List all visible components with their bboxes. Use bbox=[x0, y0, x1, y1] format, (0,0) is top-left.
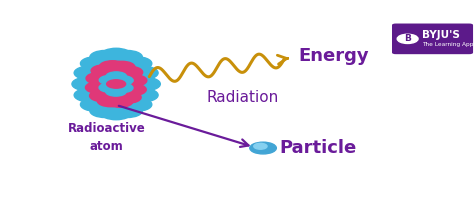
Circle shape bbox=[106, 96, 133, 107]
Circle shape bbox=[121, 57, 152, 70]
Circle shape bbox=[74, 88, 104, 102]
Circle shape bbox=[116, 66, 143, 78]
Circle shape bbox=[120, 75, 147, 86]
Circle shape bbox=[99, 75, 120, 85]
Circle shape bbox=[106, 72, 127, 81]
Text: BYJU'S: BYJU'S bbox=[422, 30, 460, 40]
Circle shape bbox=[119, 84, 146, 96]
Circle shape bbox=[115, 91, 141, 103]
Circle shape bbox=[128, 66, 158, 80]
Circle shape bbox=[85, 82, 112, 93]
Circle shape bbox=[72, 77, 102, 91]
Circle shape bbox=[90, 90, 116, 102]
Circle shape bbox=[107, 80, 126, 88]
Text: Radiation: Radiation bbox=[206, 90, 278, 105]
Circle shape bbox=[91, 65, 118, 77]
Circle shape bbox=[112, 76, 133, 85]
Text: B: B bbox=[404, 34, 411, 43]
Text: Radioactive
atom: Radioactive atom bbox=[68, 122, 146, 153]
Circle shape bbox=[397, 34, 418, 43]
Circle shape bbox=[97, 95, 124, 107]
Circle shape bbox=[130, 77, 160, 91]
Circle shape bbox=[121, 98, 152, 111]
Circle shape bbox=[112, 50, 142, 64]
Text: The Learning App: The Learning App bbox=[422, 42, 474, 47]
FancyBboxPatch shape bbox=[392, 24, 473, 54]
Circle shape bbox=[100, 61, 126, 72]
Circle shape bbox=[81, 57, 111, 70]
Circle shape bbox=[74, 66, 104, 80]
Circle shape bbox=[254, 143, 267, 149]
Circle shape bbox=[109, 61, 135, 73]
Circle shape bbox=[128, 88, 158, 102]
Circle shape bbox=[112, 104, 142, 118]
Circle shape bbox=[86, 72, 113, 84]
Circle shape bbox=[99, 83, 120, 92]
Circle shape bbox=[101, 106, 131, 120]
Circle shape bbox=[81, 98, 111, 111]
Text: Energy: Energy bbox=[299, 47, 369, 65]
Circle shape bbox=[90, 104, 120, 118]
Circle shape bbox=[112, 83, 133, 93]
Circle shape bbox=[101, 48, 131, 62]
Circle shape bbox=[250, 142, 276, 154]
Text: Particle: Particle bbox=[280, 139, 357, 157]
Circle shape bbox=[90, 50, 120, 64]
Circle shape bbox=[106, 87, 127, 96]
